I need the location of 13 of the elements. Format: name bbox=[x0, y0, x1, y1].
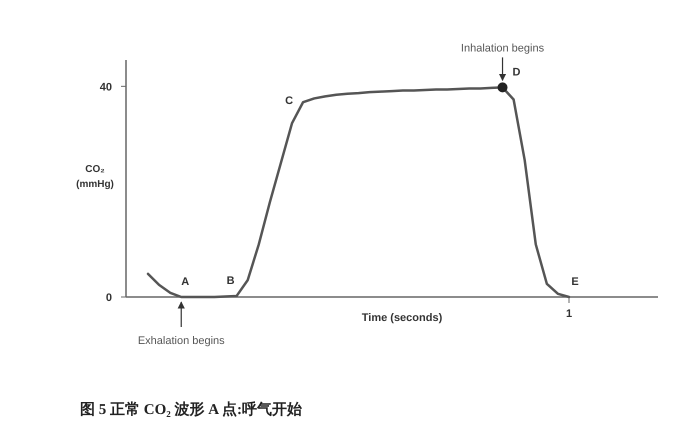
data-label: C bbox=[285, 95, 294, 108]
y-tick-label: 0 bbox=[106, 292, 112, 304]
y-axis-title: CO₂ (mmHg) bbox=[76, 164, 114, 190]
text: Inhalation begins bbox=[460, 42, 545, 54]
data-label: E bbox=[571, 276, 579, 288]
y-tick-label: 40 bbox=[100, 81, 112, 94]
x-axis-title: Time (seconds) bbox=[362, 312, 443, 324]
text: Exhalation begins bbox=[138, 335, 226, 347]
caption: 图 5 正常 CO₂ 波形 A 点:呼气开始 bbox=[80, 401, 303, 418]
data-label: D bbox=[512, 66, 521, 78]
data-label: B bbox=[226, 274, 235, 287]
data-label: A bbox=[181, 276, 190, 288]
x-tick-label: 1 bbox=[566, 308, 572, 320]
